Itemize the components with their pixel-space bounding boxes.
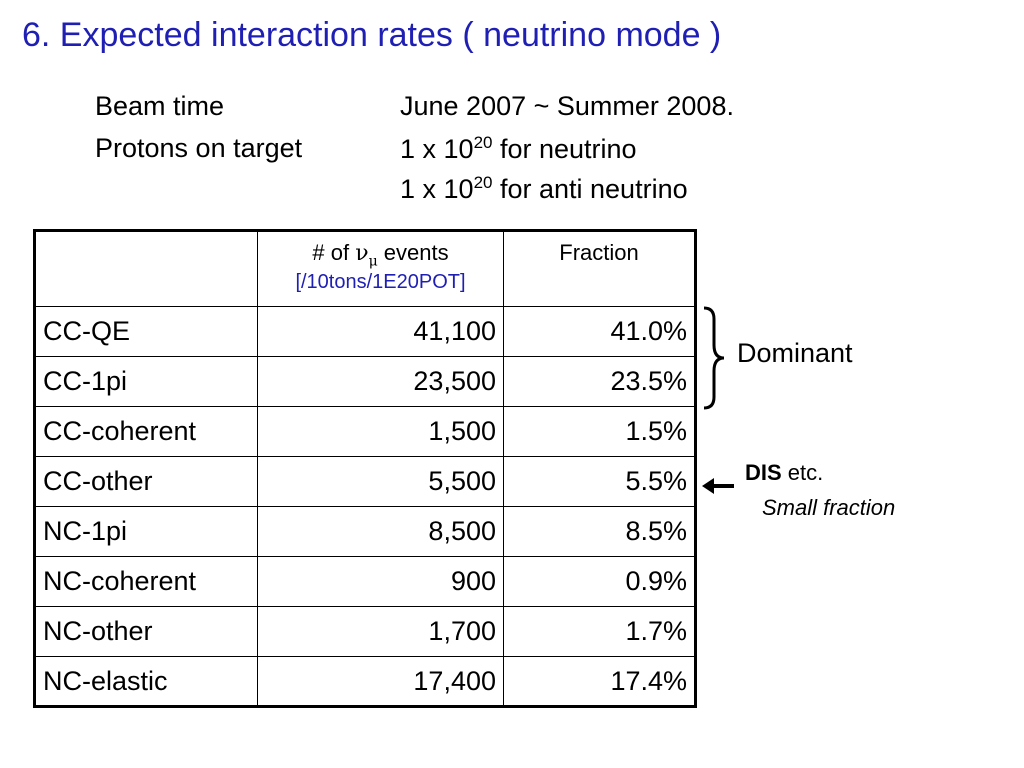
table-row: NC-coherent 900 0.9% xyxy=(34,556,696,607)
dis-rest: etc. xyxy=(781,460,824,485)
page-title: 6. Expected interaction rates ( neutrino… xyxy=(22,16,722,54)
events-cell: 17,400 xyxy=(257,656,504,707)
fraction-cell: 41.0% xyxy=(503,306,696,357)
events-cell: 23,500 xyxy=(257,356,504,407)
header-unit: [/10tons/1E20POT] xyxy=(295,271,466,294)
nu-mu-subscript: μ xyxy=(368,253,378,270)
fraction-cell: 8.5% xyxy=(503,506,696,557)
fraction-cell: 1.5% xyxy=(503,406,696,457)
arrow-left-icon xyxy=(702,478,734,494)
mode-cell: NC-coherent xyxy=(34,556,258,607)
table-row: CC-QE 41,100 41.0% xyxy=(34,306,696,357)
table-header-row: # of νμ events [/10tons/1E20POT] Fractio… xyxy=(34,230,696,307)
dominant-brace-icon xyxy=(703,306,725,410)
mode-cell: CC-1pi xyxy=(34,356,258,407)
table-row: NC-elastic 17,400 17.4% xyxy=(34,656,696,707)
mode-cell: CC-other xyxy=(34,456,258,507)
mode-cell: CC-coherent xyxy=(34,406,258,457)
nu-mu-symbol: ν xyxy=(355,241,369,266)
header-events-suffix: events xyxy=(377,240,449,265)
pot-antineutrino-exponent: 20 xyxy=(473,173,493,192)
mode-cell: NC-other xyxy=(34,606,258,657)
pot-neutrino-value: 1 x 1020 for neutrino xyxy=(400,133,637,165)
pot-neutrino-exponent: 20 xyxy=(473,133,493,152)
events-cell: 1,500 xyxy=(257,406,504,457)
fraction-cell: 23.5% xyxy=(503,356,696,407)
fraction-cell: 5.5% xyxy=(503,456,696,507)
header-events-cell: # of νμ events [/10tons/1E20POT] xyxy=(257,230,504,307)
pot-antineutrino-value: 1 x 1020 for anti neutrino xyxy=(400,173,688,205)
events-cell: 8,500 xyxy=(257,506,504,557)
mode-cell: CC-QE xyxy=(34,306,258,357)
table-row: CC-1pi 23,500 23.5% xyxy=(34,356,696,407)
pot-neutrino-suffix: for neutrino xyxy=(492,134,637,164)
table-row: NC-1pi 8,500 8.5% xyxy=(34,506,696,557)
pot-neutrino-prefix: 1 x 10 xyxy=(400,134,474,164)
events-cell: 1,700 xyxy=(257,606,504,657)
pot-antineutrino-prefix: 1 x 10 xyxy=(400,174,474,204)
small-fraction-note: Small fraction xyxy=(762,495,896,520)
fraction-cell: 0.9% xyxy=(503,556,696,607)
events-cell: 900 xyxy=(257,556,504,607)
table-row: CC-coherent 1,500 1.5% xyxy=(34,406,696,457)
header-events-prefix: # of xyxy=(312,240,356,265)
table-row: NC-other 1,700 1.7% xyxy=(34,606,696,657)
events-cell: 5,500 xyxy=(257,456,504,507)
header-fraction-cell: Fraction xyxy=(503,230,696,307)
beam-time-label: Beam time xyxy=(95,91,225,121)
beam-time-value: June 2007 ~ Summer 2008. xyxy=(400,91,734,121)
fraction-cell: 1.7% xyxy=(503,606,696,657)
dis-note: DIS etc. xyxy=(745,460,823,486)
fraction-cell: 17.4% xyxy=(503,656,696,707)
table-row: CC-other 5,500 5.5% xyxy=(34,456,696,507)
interaction-rates-table: # of νμ events [/10tons/1E20POT] Fractio… xyxy=(33,229,697,708)
dominant-label: Dominant xyxy=(737,338,853,368)
mode-cell: NC-elastic xyxy=(34,656,258,707)
header-mode-cell xyxy=(34,230,258,307)
mode-cell: NC-1pi xyxy=(34,506,258,557)
pot-antineutrino-suffix: for anti neutrino xyxy=(492,174,688,204)
events-cell: 41,100 xyxy=(257,306,504,357)
dis-bold: DIS xyxy=(745,460,782,485)
pot-label: Protons on target xyxy=(95,133,303,163)
